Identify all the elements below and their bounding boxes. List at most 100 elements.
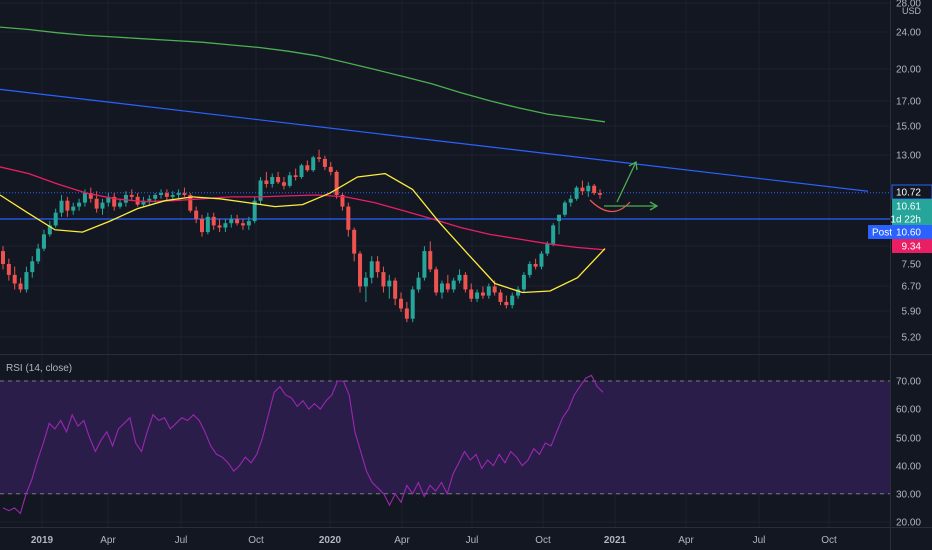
price-badge-last-label: 10.72 [896,188,921,199]
descending-trendline[interactable] [0,88,869,192]
up-arrowhead [628,160,638,171]
candle-body [422,251,427,278]
candle-body [94,198,99,209]
candle-body [393,280,398,299]
time-tick-label: Apr [678,535,694,546]
candle-body [486,286,491,296]
candle-body [276,176,281,183]
candle-body [445,283,450,290]
candle-body [112,196,117,207]
drawings[interactable] [589,160,659,213]
candle-body [270,176,275,184]
candle-body [182,193,187,195]
candle-body [516,289,521,296]
candle-body [200,218,204,233]
candle-body [205,216,210,233]
candle-body [451,280,456,290]
price-tick-label: 13.00 [896,151,921,162]
candle-body [293,175,298,177]
candle-body [551,225,556,244]
candle-body [334,171,339,195]
rsi-tick-label: 40.00 [896,462,921,473]
candle-body [100,202,105,209]
price-badge-post-label: 10.60 [896,228,921,239]
candle-body [317,157,322,159]
candle-body [545,243,550,254]
moving-average-sma-short [0,172,606,294]
candle-body [6,263,11,275]
post-market-prefix: Post [872,228,892,239]
candle-body [498,292,503,302]
cup-arc-drawing[interactable] [589,199,631,213]
candle-body [164,193,169,197]
candle-body [129,194,134,197]
candle-body [211,216,216,226]
candle-body [30,261,35,273]
candle-body [82,193,87,203]
candle-body [434,269,439,293]
candle-body [223,223,228,228]
candle-body [176,193,181,195]
candle-body [235,218,240,224]
candle-body [170,194,175,197]
candle-body [428,251,433,270]
candle-body [194,210,199,219]
price-badge-ma [892,239,932,253]
candle-body [358,253,363,287]
candle-body [59,200,64,213]
time-tick-label: 2020 [319,535,342,546]
candle-body [53,212,58,226]
price-badge-close [892,199,932,213]
candle-body [281,182,286,186]
price-tick-label: 7.50 [902,260,922,271]
price-tick-label: 20.00 [896,65,921,76]
rsi-tick-label: 70.00 [896,377,921,388]
rsi-tick-label: 50.00 [896,434,921,445]
moving-average-sma-mid [0,166,606,251]
candle-body [41,234,46,249]
candle-body [217,225,222,228]
post-market-prefix-badge [868,225,896,239]
candle-body [369,261,374,278]
candle-body [457,274,462,281]
candle-body [504,301,509,306]
time-tick-label: Jul [175,535,188,546]
price-badge-close-label: 10.61 [896,202,921,213]
candle-body [299,165,304,177]
rsi-line [2,374,604,515]
candle-body [598,193,602,195]
candle-body [586,185,591,192]
time-tick-label: Jul [753,535,766,546]
price-tick-label: 6.70 [902,282,922,293]
up-arrow-drawing[interactable] [616,161,637,203]
rsi-title: RSI (14, close) [6,363,72,374]
time-tick-label: Oct [821,535,837,546]
price-tick-label: 17.00 [896,97,921,108]
time-tick-label: Apr [394,535,410,546]
moving-average-sma-long [0,26,606,123]
candle-body [1,251,5,264]
candle-body [159,193,164,195]
time-tick-label: 2021 [604,535,627,546]
candle-body [381,272,386,287]
candle-body [416,277,421,290]
candle-body [510,295,515,306]
candle-body [346,206,351,230]
rsi-tick-label: 60.00 [896,405,921,416]
candle-body [533,263,538,267]
candle-body [264,180,269,184]
candle-body [305,165,310,171]
price-tick-label: 24.00 [896,28,921,39]
candle-body [311,157,316,171]
rsi-band [0,381,890,494]
candle-body [568,198,573,203]
candle-body [252,200,257,222]
candle-body [71,206,76,211]
candle-body [492,286,497,293]
candle-body [404,308,409,319]
candle-body [387,280,392,287]
price-badge-countdown-label: 1d 22h [890,215,921,226]
candle-body [153,194,158,199]
time-axis[interactable]: 2019 Apr Jul Oct 2020 Apr Jul Oct 2021 Apr Jul Oct [31,535,837,546]
